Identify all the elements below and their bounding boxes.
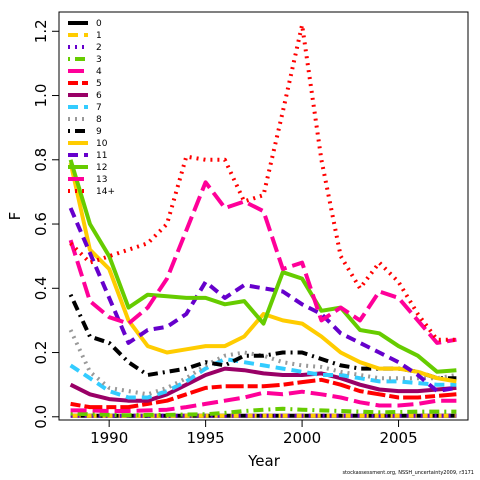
plot-lines [68,22,457,418]
legend-label-3: 3 [96,55,102,65]
legend-label-6: 6 [96,91,102,101]
series-line-12 [68,159,457,374]
plot-frame [58,11,469,421]
series-line-13 [68,180,457,345]
x-tick-label-0: 1990 [90,429,128,447]
legend-label-2: 2 [96,43,102,53]
y-tick-label-3: 0.6 [32,212,50,236]
y-tick-label-0: 0.0 [32,405,50,429]
series-line-11 [68,207,457,394]
y-tick-label-2: 0.4 [32,276,50,300]
legend-label-4: 4 [96,67,102,77]
x-axis: 1990 1995 2000 2005 [90,419,418,447]
series-line-5 [70,377,457,410]
legend-label-13: 13 [96,175,107,185]
legend-label-11: 11 [96,151,107,161]
y-axis-label: F [6,212,24,221]
y-tick-label-4: 0.8 [32,148,50,172]
series-line-14 [69,22,457,342]
x-tick-label-1: 1995 [187,429,225,447]
legend-label-1: 1 [96,31,102,41]
legend-label-8: 8 [96,115,102,125]
legend-label-0: 0 [96,19,102,29]
series-line-7 [69,357,457,400]
series-line-6 [69,366,457,403]
y-tick-label-6: 1.2 [32,19,50,43]
legend-label-9: 9 [96,127,102,137]
y-tick-label-1: 0.2 [32,341,50,365]
y-axis: 0.0 0.2 0.4 0.6 0.8 1.0 1.2 [32,19,60,429]
legend-label-12: 12 [96,163,107,173]
footnote: stockassessment.org, NSSH_uncertainty200… [342,470,474,476]
series-line-10 [68,162,457,384]
x-tick-label-2: 2000 [283,429,321,447]
y-tick-label-5: 1.0 [32,84,50,108]
legend-label-5: 5 [96,79,102,89]
legend-label-14: 14+ [96,187,115,197]
x-tick-label-3: 2005 [379,429,417,447]
x-axis-label: Year [247,452,281,470]
legend-label-10: 10 [96,139,108,149]
legend-label-7: 7 [96,103,102,113]
series-line-3 [70,406,457,418]
